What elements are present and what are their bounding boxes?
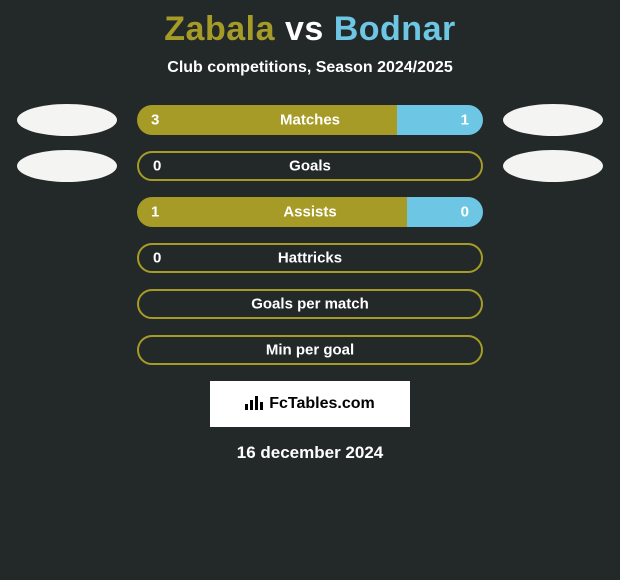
- stat-label: Goals per match: [251, 296, 369, 313]
- player-left-avatar: [17, 150, 117, 182]
- avatar-spacer: [503, 334, 603, 366]
- avatar-spacer: [17, 288, 117, 320]
- brand-text: FcTables.com: [269, 395, 375, 413]
- stat-row: Goals per match: [0, 289, 620, 319]
- stat-left-value: 3: [151, 112, 159, 129]
- stat-row: 3 1 Matches: [0, 105, 620, 135]
- stat-label: Min per goal: [266, 342, 354, 359]
- player-right-avatar: [503, 150, 603, 182]
- stat-label: Matches: [280, 112, 340, 129]
- date-label: 16 december 2024: [0, 443, 620, 463]
- stats-container: 3 1 Matches 0 Goals 1 0 Assists 0 Hattricks Goals …: [0, 105, 620, 365]
- avatar-spacer: [17, 334, 117, 366]
- stat-bar: Goals per match: [137, 289, 483, 319]
- stat-left-value: 0: [153, 158, 161, 175]
- bar-left-fill: [137, 197, 407, 227]
- stat-label: Assists: [283, 204, 336, 221]
- vs-separator: vs: [275, 10, 334, 48]
- bar-chart-icon: [245, 394, 263, 415]
- stat-right-value: 0: [461, 204, 469, 221]
- footer-brand-badge: FcTables.com: [210, 381, 410, 427]
- bar-left-fill: [137, 105, 397, 135]
- avatar-spacer: [503, 288, 603, 320]
- stat-bar: Min per goal: [137, 335, 483, 365]
- player-right-name: Bodnar: [334, 10, 456, 48]
- stat-bar: 0 Hattricks: [137, 243, 483, 273]
- stat-row: 0 Goals: [0, 151, 620, 181]
- bar-right-fill: [397, 105, 484, 135]
- avatar-spacer: [17, 196, 117, 228]
- stat-bar: 1 0 Assists: [137, 197, 483, 227]
- player-right-avatar: [503, 104, 603, 136]
- stat-bar: 0 Goals: [137, 151, 483, 181]
- bar-right-fill: [407, 197, 483, 227]
- stat-right-value: 1: [461, 112, 469, 129]
- avatar-spacer: [17, 242, 117, 274]
- stat-row: Min per goal: [0, 335, 620, 365]
- subtitle: Club competitions, Season 2024/2025: [0, 59, 620, 77]
- stat-left-value: 1: [151, 204, 159, 221]
- avatar-spacer: [503, 196, 603, 228]
- stat-label: Hattricks: [278, 250, 342, 267]
- stat-label: Goals: [289, 158, 331, 175]
- player-left-name: Zabala: [164, 10, 275, 48]
- stat-left-value: 0: [153, 250, 161, 267]
- stat-row: 1 0 Assists: [0, 197, 620, 227]
- stat-bar: 3 1 Matches: [137, 105, 483, 135]
- avatar-spacer: [503, 242, 603, 274]
- comparison-title: Zabala vs Bodnar: [0, 0, 620, 49]
- player-left-avatar: [17, 104, 117, 136]
- stat-row: 0 Hattricks: [0, 243, 620, 273]
